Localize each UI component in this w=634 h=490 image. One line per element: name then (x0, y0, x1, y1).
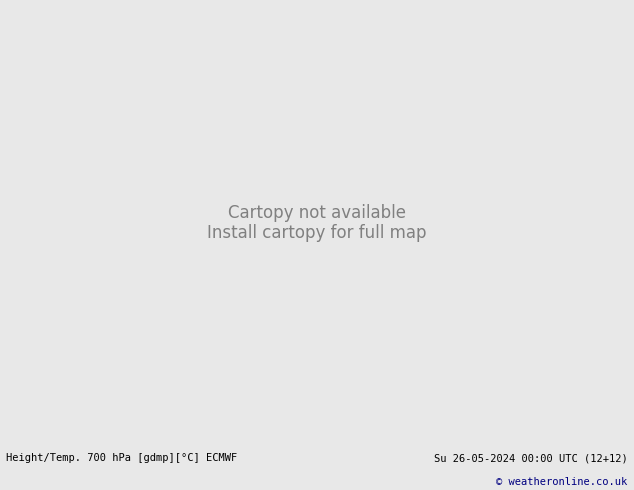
Text: Su 26-05-2024 00:00 UTC (12+12): Su 26-05-2024 00:00 UTC (12+12) (434, 453, 628, 463)
Text: Height/Temp. 700 hPa [gdmp][°C] ECMWF: Height/Temp. 700 hPa [gdmp][°C] ECMWF (6, 453, 238, 463)
Text: Cartopy not available
Install cartopy for full map: Cartopy not available Install cartopy fo… (207, 203, 427, 243)
Text: © weatheronline.co.uk: © weatheronline.co.uk (496, 477, 628, 487)
